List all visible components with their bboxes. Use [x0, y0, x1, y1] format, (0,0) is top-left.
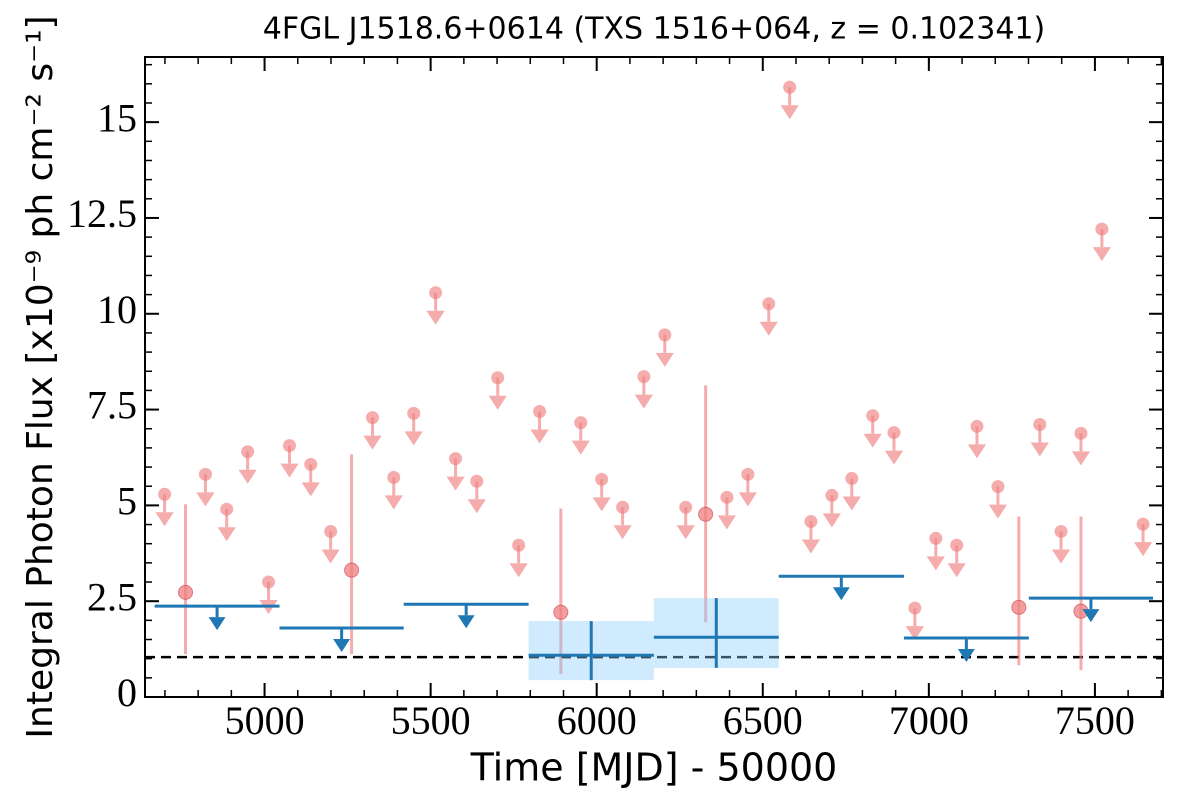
upper-limit-point: [1074, 426, 1088, 440]
upper-limit-point: [241, 445, 255, 459]
y-tick-label: 10: [97, 287, 137, 332]
upper-limit-point: [1054, 524, 1068, 538]
upper-limit-point: [512, 538, 526, 552]
x-tick-label: 6000: [557, 698, 637, 743]
upper-limit-point: [407, 406, 421, 420]
upper-limit-point: [679, 500, 693, 514]
upper-limit-point: [970, 419, 984, 433]
upper-limit-point: [304, 457, 318, 471]
bin-upper-limit-arrow: [957, 637, 975, 662]
upper-limit-point: [616, 500, 630, 514]
upper-limit-point: [845, 472, 859, 486]
data-point: [344, 562, 360, 578]
data-point: [178, 584, 194, 600]
upper-limit-point: [449, 452, 463, 466]
bin-upper-limit-arrow: [1082, 598, 1100, 623]
upper-limit-point: [595, 472, 609, 486]
x-tick-label: 7500: [1055, 698, 1135, 743]
upper-limit-point: [533, 404, 547, 418]
upper-limit-point: [220, 502, 234, 516]
upper-limit-point: [741, 467, 755, 481]
y-axis-label: Integral Photon Flux [x10⁻⁹ ph cm⁻² s⁻¹]: [20, 15, 61, 738]
y-tick-label: 15: [97, 95, 137, 140]
upper-limit-point: [366, 411, 380, 425]
upper-limit-point: [491, 371, 505, 385]
y-tick-label: 0: [117, 670, 137, 715]
x-tick-label: 5500: [391, 698, 471, 743]
upper-limit-point: [866, 409, 880, 423]
upper-limit-point: [387, 470, 401, 484]
data-point: [553, 604, 569, 620]
upper-limit-point: [1033, 418, 1047, 432]
y-tick-label: 5: [117, 479, 137, 524]
upper-limit-point: [783, 80, 797, 94]
y-tick-label: 7.5: [87, 383, 137, 428]
upper-limit-point: [804, 514, 818, 528]
upper-limit-point: [825, 488, 839, 502]
upper-limit-point: [887, 426, 901, 440]
bin-upper-limit-arrow: [208, 606, 226, 631]
chart-title: 4FGL J1518.6+0614 (TXS 1516+064, z = 0.1…: [263, 12, 1045, 47]
y-tick-label: 2.5: [87, 574, 137, 619]
data-point: [698, 506, 714, 522]
upper-limit-point: [1136, 517, 1150, 531]
upper-limit-point: [658, 328, 672, 342]
bin-upper-limit-arrow: [832, 576, 850, 601]
upper-limit-point: [282, 439, 296, 453]
upper-limit-point: [198, 467, 212, 481]
upper-limit-point: [929, 531, 943, 545]
upper-limit-point: [991, 480, 1005, 494]
upper-limit-point: [908, 601, 922, 615]
upper-limit-point: [720, 490, 734, 504]
upper-limit-point: [950, 538, 964, 552]
upper-limit-point: [470, 474, 484, 488]
upper-limit-point: [429, 286, 443, 300]
upper-limit-point: [762, 297, 776, 311]
upper-limit-point: [1095, 222, 1109, 236]
bin-upper-limit-arrow: [457, 604, 475, 629]
upper-limit-point: [324, 524, 338, 538]
x-tick-label: 5000: [225, 698, 305, 743]
plot-frame: [144, 56, 1164, 698]
upper-limit-point: [158, 487, 172, 501]
y-tick-label: 12.5: [67, 191, 137, 236]
x-tick-label: 6500: [723, 698, 803, 743]
upper-limit-point: [637, 370, 651, 384]
bin-upper-limit-arrow: [333, 628, 351, 653]
data-point: [1011, 599, 1027, 615]
x-tick-label: 7000: [889, 698, 969, 743]
upper-limit-point: [574, 416, 588, 430]
upper-limit-point: [262, 575, 276, 589]
x-axis-label: Time [MJD] - 50000: [470, 746, 838, 790]
